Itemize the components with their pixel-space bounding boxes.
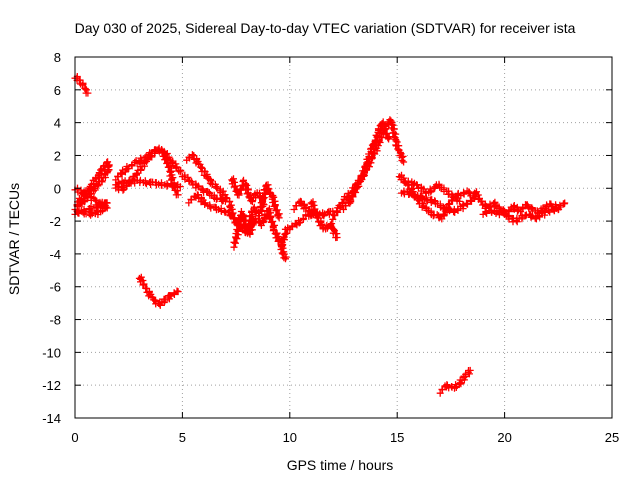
x-tick-label: 20 — [497, 430, 511, 445]
data-segment — [307, 198, 341, 242]
data-point-markers — [228, 175, 268, 209]
data-point-markers — [112, 144, 182, 199]
data-point-markers — [402, 177, 463, 205]
y-tick-label: 6 — [54, 83, 61, 98]
data-segment — [178, 171, 229, 205]
data-segment — [112, 144, 182, 199]
y-tick-label: -10 — [42, 345, 61, 360]
y-tick-label: 0 — [54, 181, 61, 196]
y-tick-label: -14 — [42, 411, 61, 426]
chart-title: Day 030 of 2025, Sidereal Day-to-day VTE… — [75, 20, 576, 36]
data-segment — [228, 175, 268, 209]
y-tick-label: 4 — [54, 116, 61, 131]
data-segment — [183, 151, 234, 206]
x-tick-label: 0 — [71, 430, 78, 445]
data-point-markers — [286, 207, 337, 233]
data-point-markers — [398, 187, 478, 216]
data-point-markers — [185, 191, 238, 222]
data-point-markers — [183, 151, 234, 206]
x-tick-label: 25 — [605, 430, 619, 445]
data-point-markers — [340, 118, 393, 213]
data-segment — [290, 197, 317, 218]
x-tick-label: 5 — [179, 430, 186, 445]
data-point-markers — [436, 366, 474, 397]
data-marks — [71, 73, 569, 397]
data-point-markers — [471, 188, 569, 218]
x-tick-label: 15 — [390, 430, 404, 445]
y-tick-label: 2 — [54, 148, 61, 163]
data-segment — [286, 207, 337, 233]
x-tick-label: 10 — [283, 430, 297, 445]
data-point-markers — [178, 171, 229, 205]
y-tick-label: 8 — [54, 50, 61, 65]
y-tick-label: -4 — [49, 247, 61, 262]
data-point-markers — [290, 197, 317, 218]
data-point-markers — [135, 273, 182, 309]
data-segment — [479, 204, 562, 226]
data-segment — [277, 241, 290, 263]
data-point-markers — [307, 198, 341, 242]
plot-frame — [74, 56, 613, 419]
data-segment — [340, 118, 393, 213]
data-point-markers — [479, 204, 562, 226]
data-point-markers — [277, 241, 290, 263]
data-segment — [398, 187, 478, 216]
y-tick-label: -12 — [42, 378, 61, 393]
data-segment — [471, 188, 569, 218]
y-axis-label: SDTVAR / TECUs — [6, 183, 22, 295]
data-segment — [436, 366, 474, 397]
data-segment — [185, 191, 238, 222]
data-segment — [135, 273, 182, 309]
y-tick-label: -2 — [49, 214, 61, 229]
x-axis-label: GPS time / hours — [287, 457, 394, 473]
y-tick-label: -8 — [49, 313, 61, 328]
axis-ticks: -14 -12 -10 -8 -6 -4 -2 0 2 4 6 8 0 5 10 15 20 25 — [42, 50, 619, 445]
data-segment — [402, 177, 463, 205]
y-tick-label: -6 — [49, 280, 61, 295]
